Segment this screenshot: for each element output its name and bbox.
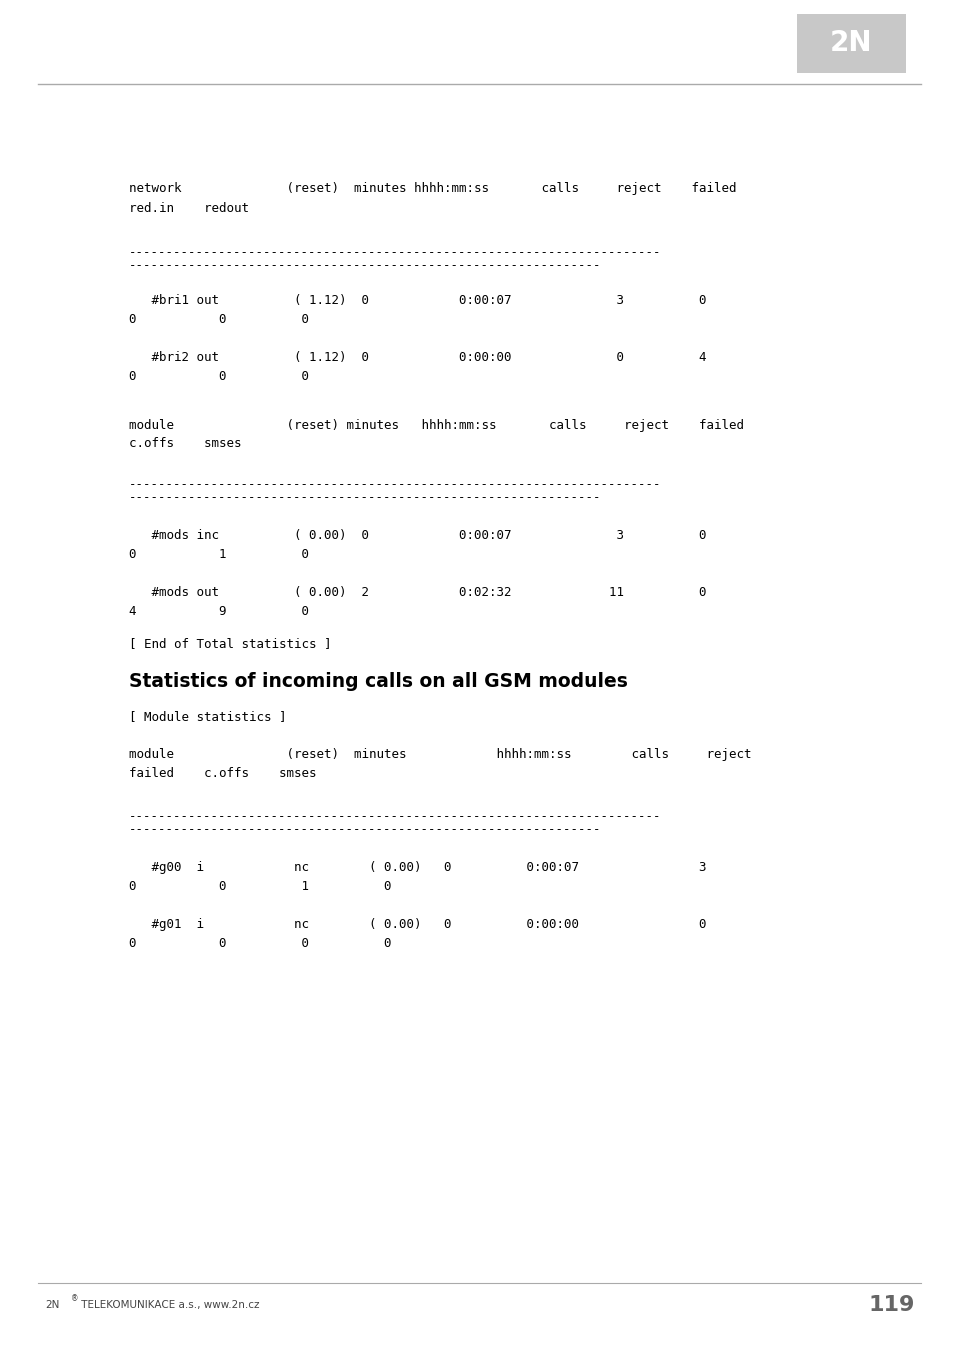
- Text: TELEKOMUNIKACE a.s., www.2n.cz: TELEKOMUNIKACE a.s., www.2n.cz: [78, 1300, 259, 1311]
- Text: #bri2 out          ( 1.12)  0            0:00:00              0          4: #bri2 out ( 1.12) 0 0:00:00 0 4: [129, 351, 705, 364]
- Text: ®: ®: [71, 1295, 78, 1303]
- Text: #mods inc          ( 0.00)  0            0:00:07              3          0: #mods inc ( 0.00) 0 0:00:07 3 0: [129, 529, 705, 543]
- Text: 2N: 2N: [829, 30, 872, 57]
- Text: #g00  i            nc        ( 0.00)   0          0:00:07                3: #g00 i nc ( 0.00) 0 0:00:07 3: [129, 861, 705, 875]
- Text: #mods out          ( 0.00)  2            0:02:32             11          0: #mods out ( 0.00) 2 0:02:32 11 0: [129, 586, 705, 599]
- Text: c.offs    smses: c.offs smses: [129, 437, 241, 451]
- Text: [ End of Total statistics ]: [ End of Total statistics ]: [129, 637, 331, 651]
- Text: module               (reset) minutes   hhhh:mm:ss       calls     reject    fail: module (reset) minutes hhhh:mm:ss calls …: [129, 418, 743, 432]
- Text: [ Module statistics ]: [ Module statistics ]: [129, 710, 286, 724]
- Text: 0           1          0: 0 1 0: [129, 548, 309, 562]
- Text: ---------------------------------------------------------------: ----------------------------------------…: [129, 259, 600, 273]
- Text: Statistics of incoming calls on all GSM modules: Statistics of incoming calls on all GSM …: [129, 672, 627, 691]
- Text: ---------------------------------------------------------------: ----------------------------------------…: [129, 824, 600, 837]
- Text: red.in    redout: red.in redout: [129, 202, 249, 216]
- Text: 2N: 2N: [45, 1300, 59, 1311]
- Text: -----------------------------------------------------------------------: ----------------------------------------…: [129, 246, 660, 259]
- Text: 119: 119: [868, 1296, 914, 1315]
- Text: -----------------------------------------------------------------------: ----------------------------------------…: [129, 478, 660, 491]
- Text: 0           0          0          0: 0 0 0 0: [129, 937, 391, 950]
- Text: 0           0          1          0: 0 0 1 0: [129, 880, 391, 894]
- Text: 0           0          0: 0 0 0: [129, 370, 309, 383]
- Text: 4           9          0: 4 9 0: [129, 605, 309, 618]
- FancyBboxPatch shape: [789, 9, 912, 77]
- Text: -----------------------------------------------------------------------: ----------------------------------------…: [129, 810, 660, 824]
- Text: module               (reset)  minutes            hhhh:mm:ss        calls     rej: module (reset) minutes hhhh:mm:ss calls …: [129, 748, 751, 761]
- Text: failed    c.offs    smses: failed c.offs smses: [129, 767, 316, 780]
- Text: ---------------------------------------------------------------: ----------------------------------------…: [129, 491, 600, 505]
- Text: network              (reset)  minutes hhhh:mm:ss       calls     reject    faile: network (reset) minutes hhhh:mm:ss calls…: [129, 182, 736, 196]
- Text: 0           0          0: 0 0 0: [129, 313, 309, 327]
- Text: #g01  i            nc        ( 0.00)   0          0:00:00                0: #g01 i nc ( 0.00) 0 0:00:00 0: [129, 918, 705, 932]
- Text: #bri1 out          ( 1.12)  0            0:00:07              3          0: #bri1 out ( 1.12) 0 0:00:07 3 0: [129, 294, 705, 308]
